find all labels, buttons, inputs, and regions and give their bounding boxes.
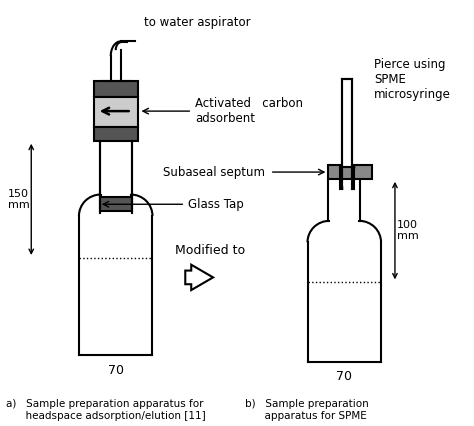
Text: to water aspirator: to water aspirator [144,16,250,29]
Bar [328,165,372,179]
Text: Modified to: Modified to [175,244,245,256]
Bar [94,81,137,97]
Text: Activated   carbon
adsorbent: Activated carbon adsorbent [195,97,303,125]
Polygon shape [340,79,354,189]
Bar [94,97,137,127]
Text: 150
mm: 150 mm [8,189,29,210]
Text: Pierce using
SPME
microsyringe: Pierce using SPME microsyringe [374,58,451,101]
Text: Glass Tap: Glass Tap [188,198,244,211]
Bar [94,127,137,141]
Text: 100
mm: 100 mm [397,220,419,242]
Text: 70: 70 [336,370,352,383]
Bar [100,197,132,211]
FancyArrow shape [185,265,213,290]
Text: Subaseal septum: Subaseal septum [164,166,265,178]
Text: 70: 70 [108,363,124,377]
Text: b)   Sample preparation
      apparatus for SPME: b) Sample preparation apparatus for SPME [245,399,369,421]
Text: a)   Sample preparation apparatus for
      headspace adsorption/elution [11]: a) Sample preparation apparatus for head… [7,399,206,421]
